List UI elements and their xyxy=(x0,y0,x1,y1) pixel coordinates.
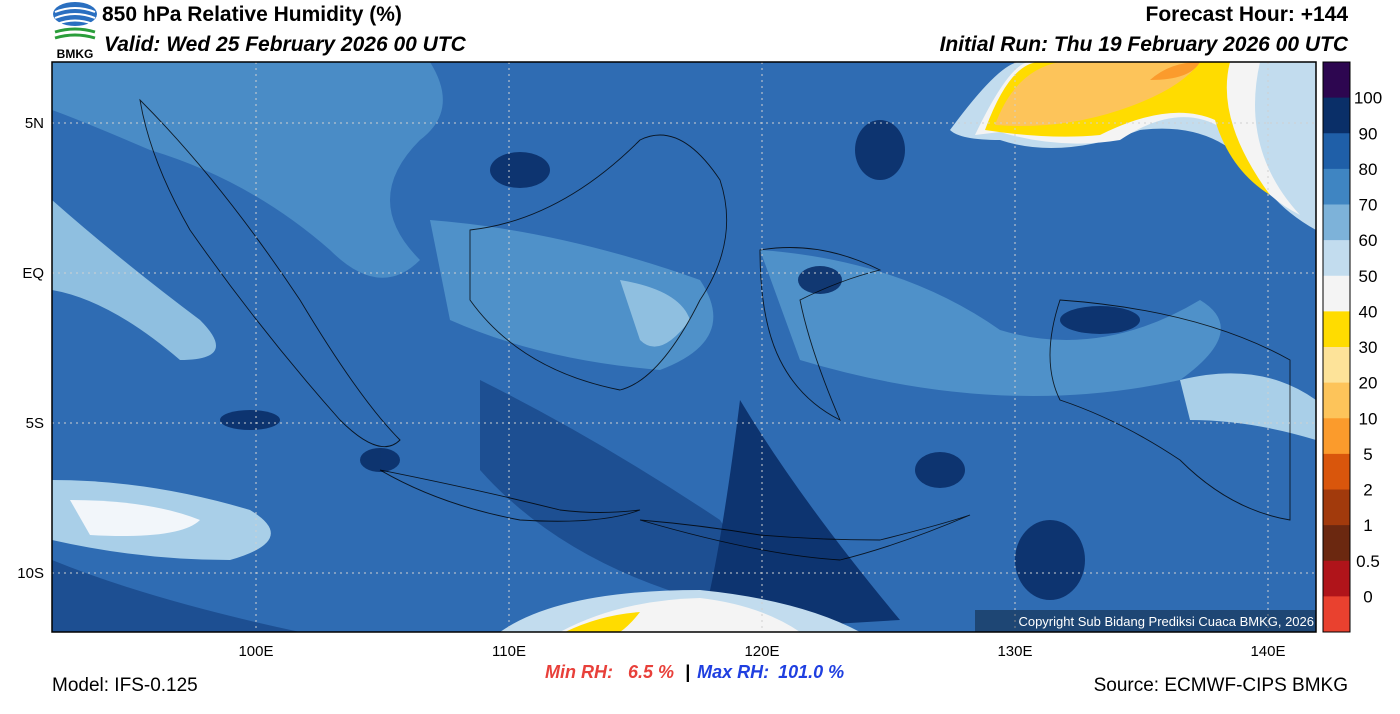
colorbar-label: 70 xyxy=(1359,196,1378,215)
colorbar-label: 10 xyxy=(1359,409,1378,428)
colorbar-frame xyxy=(1322,61,1351,633)
colorbar-swatch xyxy=(1323,596,1350,633)
lon-label: 130E xyxy=(997,643,1032,660)
colorbar-swatch xyxy=(1323,204,1350,241)
logo: BMKG xyxy=(53,2,97,61)
colorbar-label: 40 xyxy=(1359,302,1378,321)
lon-label: 110E xyxy=(492,643,526,660)
colorbar-swatch xyxy=(1323,489,1350,526)
max-label: Max RH: xyxy=(697,662,769,682)
lat-labels: 5N EQ 5S 10S xyxy=(17,115,44,582)
colorbar-label: 100 xyxy=(1354,89,1382,108)
colorbar-swatch xyxy=(1323,347,1350,384)
colorbar-swatch xyxy=(1323,97,1350,134)
colorbar-swatch xyxy=(1323,453,1350,490)
colorbar-label: 50 xyxy=(1359,267,1378,286)
lon-label: 120E xyxy=(744,643,779,660)
min-rh: Min RH: 6.5 % | Max RH: 101.0 % xyxy=(545,662,844,682)
colorbar-label: 2 xyxy=(1363,481,1372,500)
title: 850 hPa Relative Humidity (%) xyxy=(102,3,402,26)
min-value: 6.5 % xyxy=(628,662,674,682)
lon-labels: 100E 110E 120E 130E 140E xyxy=(238,643,1285,660)
graticule xyxy=(52,62,1316,632)
colorbar-label: 90 xyxy=(1359,124,1378,143)
lat-label: 5S xyxy=(26,415,44,432)
colorbar: 100 90 80 70 60 50 40 30 20 10 5 2 1 0.5 0 xyxy=(1322,61,1382,633)
min-label: Min RH: xyxy=(545,662,613,682)
lat-label: EQ xyxy=(22,265,44,282)
colorbar-swatch xyxy=(1323,382,1350,419)
colorbar-label: 80 xyxy=(1359,160,1378,179)
colorbar-label: 0.5 xyxy=(1356,552,1380,571)
colorbar-swatch xyxy=(1323,168,1350,205)
initial-run: Initial Run: Thu 19 February 2026 00 UTC xyxy=(940,33,1349,56)
colorbar-swatch xyxy=(1323,525,1350,562)
map: Copyright Sub Bidang Prediksi Cuaca BMKG… xyxy=(52,62,1316,632)
colorbar-label: 60 xyxy=(1359,231,1378,250)
valid-time: Valid: Wed 25 February 2026 00 UTC xyxy=(104,33,467,56)
separator: | xyxy=(685,662,690,682)
logo-text: BMKG xyxy=(57,47,94,61)
colorbar-swatch xyxy=(1323,240,1350,277)
lon-label: 100E xyxy=(238,643,273,660)
lon-label: 140E xyxy=(1250,643,1285,660)
colorbar-swatch xyxy=(1323,133,1350,170)
colorbar-label: 5 xyxy=(1363,445,1372,464)
map-frame xyxy=(51,61,1317,633)
lat-label: 5N xyxy=(25,115,44,132)
copyright: Copyright Sub Bidang Prediksi Cuaca BMKG… xyxy=(1018,614,1314,629)
colorbar-swatch xyxy=(1323,560,1350,597)
max-value: 101.0 % xyxy=(778,662,844,682)
colorbar-swatch xyxy=(1323,275,1350,312)
colorbar-label: 1 xyxy=(1363,516,1372,535)
colorbar-swatch xyxy=(1323,62,1350,99)
colorbar-swatch xyxy=(1323,311,1350,348)
forecast-hour: Forecast Hour: +144 xyxy=(1146,3,1349,26)
colorbar-label: 0 xyxy=(1363,587,1372,606)
colorbar-swatch xyxy=(1323,418,1350,455)
lat-label: 10S xyxy=(17,565,44,582)
source: Source: ECMWF-CIPS BMKG xyxy=(1094,675,1348,696)
model: Model: IFS-0.125 xyxy=(52,675,198,696)
colorbar-label: 30 xyxy=(1359,338,1378,357)
colorbar-label: 20 xyxy=(1359,374,1378,393)
